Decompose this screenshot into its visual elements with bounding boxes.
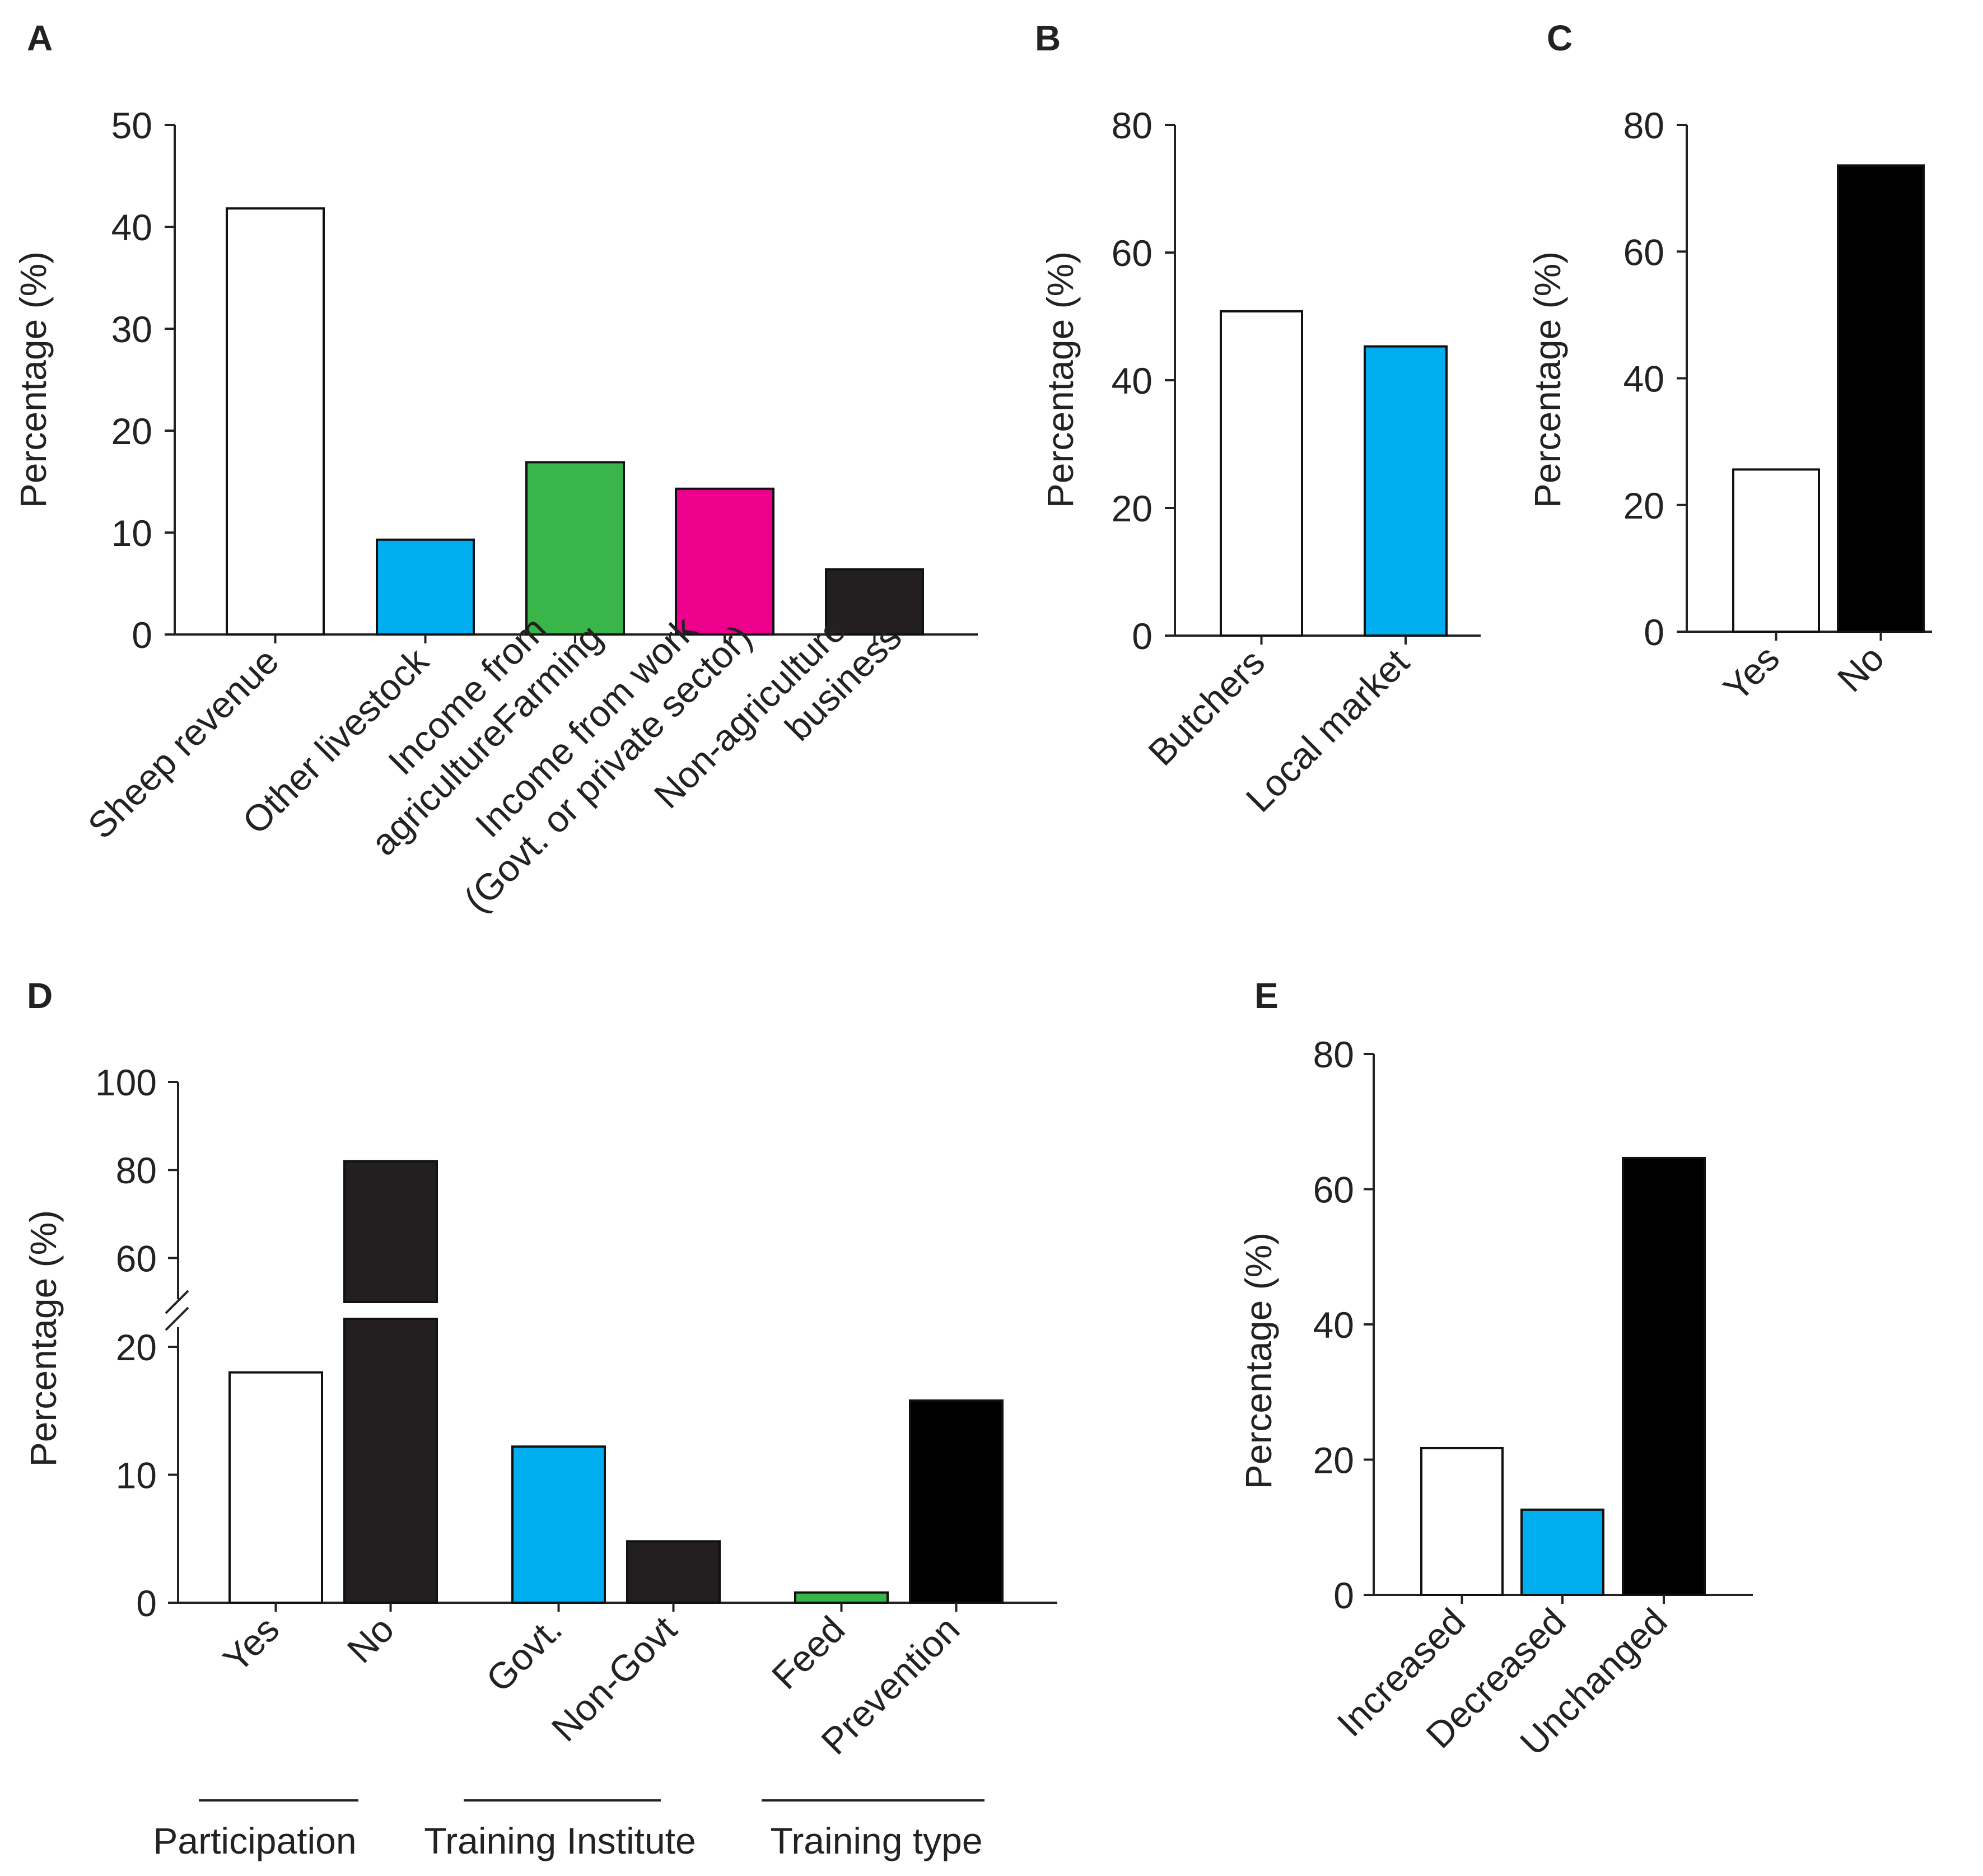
- y-tick-label-E-2: 40: [1313, 1304, 1354, 1346]
- y-tick-label-B-3: 60: [1112, 232, 1153, 274]
- bar-B-0: [1220, 310, 1303, 637]
- y-tick-label-C-4: 80: [1623, 105, 1664, 146]
- y-tick-label-A-0: 0: [132, 614, 152, 656]
- panel-d-chart: D 0 10 20 60 80 100 Percentage (%) Yes No Govt.Non…: [22, 976, 1057, 1861]
- bar-E-2: [1622, 1156, 1706, 1597]
- y-tick-label-D-0: 0: [136, 1583, 157, 1624]
- y-tick-label-B-0: 0: [1132, 615, 1153, 657]
- category-label-C-1: No: [1829, 637, 1892, 700]
- y-tick-label-E-4: 80: [1313, 1034, 1354, 1075]
- panel-label-E: E: [1254, 976, 1279, 1016]
- group-label-D-1: Training Institute: [424, 1820, 696, 1861]
- bar-D-0: [228, 1371, 323, 1604]
- bar-D-2: [511, 1445, 606, 1604]
- bar-A-2: [525, 461, 625, 636]
- group-label-D-2: Training type: [770, 1820, 982, 1861]
- bar-A-4: [825, 568, 924, 636]
- panel-label-A: A: [27, 18, 53, 58]
- y-tick-label-C-2: 40: [1623, 358, 1664, 400]
- bar-D-5: [909, 1399, 1004, 1604]
- axis-break-mark-2-D: [165, 1306, 189, 1331]
- category-label-D-3: Non-Govt: [543, 1608, 684, 1749]
- panel-label-C: C: [1547, 18, 1573, 58]
- y-tick-label-E-1: 20: [1313, 1440, 1354, 1481]
- bar-C-0: [1732, 468, 1820, 633]
- y-axis-label-B: Percentage (%): [1039, 251, 1081, 508]
- bar-D-4: [794, 1591, 889, 1604]
- category-label-D-0: Yes: [215, 1608, 287, 1680]
- group-label-D-0: Participation: [153, 1820, 356, 1861]
- bar-E-1: [1520, 1508, 1604, 1596]
- category-label-B-0: Butchers: [1140, 641, 1273, 774]
- bar-A-3: [675, 487, 774, 636]
- y-tick-label-B-2: 40: [1112, 360, 1153, 402]
- category-label-D-2: Govt.: [478, 1608, 570, 1700]
- y-tick-label-D-2: 20: [116, 1327, 157, 1368]
- bar-D-3: [626, 1540, 721, 1604]
- y-tick-label-C-3: 60: [1623, 231, 1664, 273]
- y-axis-label-A: Percentage (%): [12, 251, 54, 508]
- y-tick-label-A-5: 50: [111, 105, 152, 146]
- y-tick-label-A-1: 10: [111, 512, 152, 554]
- y-tick-label-E-3: 60: [1313, 1169, 1354, 1211]
- bar-B-1: [1364, 345, 1448, 637]
- y-tick-label-B-1: 20: [1112, 488, 1153, 529]
- category-label-D-1: No: [339, 1608, 402, 1671]
- category-label-C-0: Yes: [1715, 637, 1787, 709]
- y-axis-label-E: Percentage (%): [1238, 1233, 1279, 1490]
- axis-break-mark-1-D: [165, 1290, 189, 1314]
- y-tick-label-A-4: 40: [111, 207, 152, 248]
- bar-D-1-lower: [343, 1318, 438, 1604]
- bar-A-1: [376, 538, 475, 636]
- bar-C-1: [1837, 164, 1925, 633]
- bar-D-1-upper: [343, 1160, 438, 1303]
- y-axis-label-C: Percentage (%): [1527, 251, 1568, 508]
- category-label-D-4: Feed: [764, 1608, 853, 1697]
- y-tick-label-C-1: 20: [1623, 485, 1664, 526]
- bar-E-0: [1420, 1446, 1504, 1596]
- y-tick-label-B-4: 80: [1112, 105, 1153, 146]
- y-tick-label-D-1: 10: [116, 1455, 157, 1496]
- y-tick-label-E-0: 0: [1333, 1575, 1354, 1616]
- bar-A-0: [226, 207, 325, 636]
- y-tick-label-D-4: 80: [116, 1150, 157, 1191]
- panel-label-B: B: [1035, 18, 1061, 58]
- panel-label-D: D: [27, 976, 53, 1016]
- y-tick-label-D-3: 60: [116, 1238, 157, 1279]
- y-tick-label-C-0: 0: [1644, 612, 1664, 653]
- y-axis-label-D: Percentage (%): [22, 1210, 64, 1467]
- y-tick-label-A-3: 30: [111, 309, 152, 350]
- y-tick-label-D-5: 100: [95, 1062, 157, 1103]
- y-tick-label-A-2: 20: [111, 410, 152, 452]
- panel-c-chart: C 0 20 40 60 80 Percentage (%) Yes No: [1527, 18, 1932, 709]
